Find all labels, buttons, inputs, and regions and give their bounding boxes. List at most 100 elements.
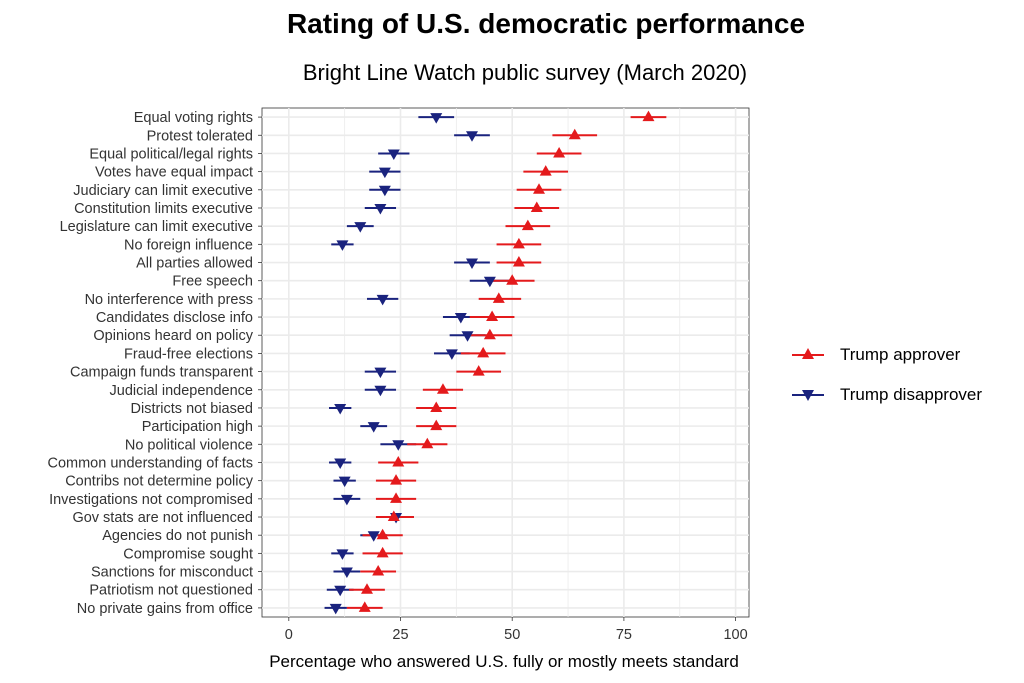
data-point <box>376 528 389 540</box>
data-point <box>340 567 353 579</box>
data-point <box>392 440 405 451</box>
data-point <box>376 546 389 558</box>
y-tick-label: Sanctions for misconduct <box>91 565 253 581</box>
y-tick-label: Candidates disclose info <box>96 310 253 326</box>
data-point <box>530 201 543 212</box>
y-tick-label: Participation high <box>142 419 253 435</box>
y-tick-label: Common understanding of facts <box>47 455 253 471</box>
data-point <box>461 331 474 342</box>
y-tick-label: Equal voting rights <box>134 110 253 126</box>
legend-label-disapprover: Trump disapprover <box>840 385 983 404</box>
y-tick-label: Districts not biased <box>131 401 254 417</box>
y-tick-label: Opinions heard on policy <box>93 328 253 344</box>
data-point <box>445 349 458 360</box>
y-tick-label: Patriotism not questioned <box>89 583 253 599</box>
data-point <box>360 583 373 594</box>
data-point <box>374 203 387 215</box>
data-point <box>642 110 655 122</box>
x-tick-label: 25 <box>392 627 408 643</box>
data-point <box>512 237 525 249</box>
y-tick-label: Investigations not compromised <box>49 492 253 508</box>
legend-item-disapprover: Trump disapprover <box>790 375 982 415</box>
y-tick-label: No political violence <box>125 437 253 453</box>
legend-label-approver: Trump approver <box>840 345 961 364</box>
data-point <box>483 328 496 340</box>
data-point <box>465 131 478 142</box>
y-tick-label: Gov stats are not influenced <box>72 510 253 526</box>
y-tick-label: Contribs not determine policy <box>65 474 254 490</box>
data-point <box>358 601 371 612</box>
y-tick-label: Agencies do not punish <box>102 528 253 544</box>
y-tick-label: Free speech <box>172 274 253 290</box>
y-tick-label: Protest tolerated <box>147 128 253 144</box>
data-point <box>512 256 525 267</box>
data-point <box>334 458 347 469</box>
y-tick-label: All parties allowed <box>136 256 253 272</box>
data-point <box>568 128 581 140</box>
data-point <box>367 422 380 433</box>
data-point <box>374 385 387 397</box>
data-point <box>430 401 443 412</box>
data-point <box>376 294 389 306</box>
y-tick-label: Judiciary can limit executive <box>73 183 253 199</box>
data-point <box>472 365 485 376</box>
x-tick-labels: 0 25 50 75 100 <box>285 617 748 643</box>
x-axis-label: Percentage who answered U.S. fully or mo… <box>269 652 739 671</box>
x-tick-label: 100 <box>723 627 747 643</box>
data-point <box>387 510 400 522</box>
y-tick-label: Compromise sought <box>123 546 253 562</box>
data-point <box>436 383 449 394</box>
y-tick-label: Campaign funds transparent <box>70 365 253 381</box>
data-point <box>390 474 403 485</box>
y-tick-label: Equal political/legal rights <box>89 146 253 162</box>
y-tick-label: Votes have equal impact <box>95 165 253 181</box>
data-point <box>421 437 434 449</box>
legend-item-approver: Trump approver <box>790 335 982 375</box>
legend-key-disapprover <box>792 390 824 401</box>
data-markers <box>329 110 655 615</box>
data-point <box>430 113 443 124</box>
data-point <box>338 476 351 488</box>
data-point <box>336 549 349 560</box>
data-point <box>533 183 546 194</box>
x-tick-label: 50 <box>504 627 520 643</box>
data-point <box>374 367 387 379</box>
data-point <box>454 313 467 324</box>
data-point <box>390 492 403 503</box>
data-point <box>340 494 353 506</box>
data-point <box>387 149 400 160</box>
data-point <box>465 258 478 270</box>
y-tick-label: No foreign influence <box>124 237 253 253</box>
y-tick-label: Constitution limits executive <box>74 201 253 217</box>
y-tick-label: Fraud-free elections <box>124 346 253 362</box>
x-tick-label: 0 <box>285 627 293 643</box>
y-tick-label: No private gains from office <box>77 601 253 617</box>
y-tick-labels: Equal voting rights Protest tolerated Equa… <box>47 110 262 617</box>
data-point <box>521 219 534 231</box>
data-point <box>477 346 490 358</box>
legend-key-approver <box>792 348 824 359</box>
chart-subtitle: Bright Line Watch public survey (March 2… <box>302 60 748 85</box>
y-tick-label: Legislature can limit executive <box>60 219 253 235</box>
y-tick-label: No interference with press <box>85 292 253 308</box>
data-point <box>392 455 405 467</box>
data-point <box>354 222 367 233</box>
chart-title: Rating of U.S. democratic performance <box>286 8 806 39</box>
data-point <box>506 274 519 285</box>
data-point <box>334 585 347 597</box>
y-tick-label: Judicial independence <box>110 383 254 399</box>
data-point <box>486 310 499 322</box>
data-point <box>430 419 443 431</box>
data-point <box>378 185 391 197</box>
legend: Trump approver Trump disapprover <box>790 335 982 415</box>
data-point <box>367 531 380 542</box>
data-point <box>329 603 342 615</box>
grid-lines <box>262 108 749 617</box>
x-tick-label: 75 <box>616 627 632 643</box>
data-point <box>553 146 566 158</box>
data-point <box>483 276 496 288</box>
data-point <box>336 240 349 251</box>
data-point <box>334 403 347 415</box>
data-point <box>539 165 552 176</box>
